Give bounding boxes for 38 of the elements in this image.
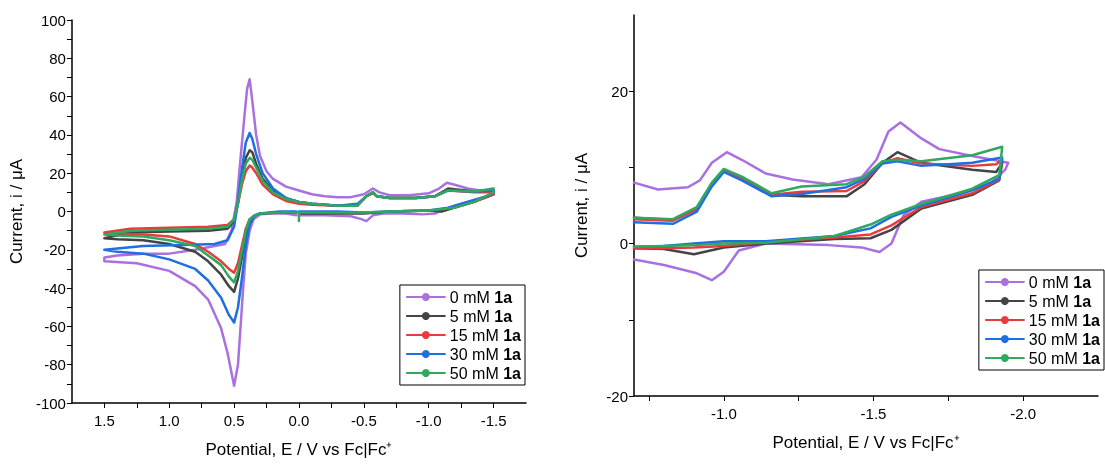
legend-label: 5 mM 1a — [449, 307, 513, 325]
y-tick-label: -20 — [606, 387, 628, 405]
y-tick-label: -40 — [44, 279, 66, 297]
y-tick-label: -20 — [44, 241, 66, 259]
legend-label: 50 mM 1a — [1028, 349, 1101, 367]
x-tick-label: -1.5 — [480, 412, 507, 429]
x-tick-label: 1.5 — [93, 412, 115, 429]
x-tick-label: -1.0 — [710, 405, 737, 422]
legend-label: 5 mM 1a — [1028, 292, 1092, 310]
y-tick-label: -80 — [44, 356, 66, 374]
legend-label: 30 mM 1a — [1028, 330, 1101, 348]
x-tick-label: -1.0 — [415, 412, 442, 429]
legend-label: 15 mM 1a — [449, 326, 522, 344]
y-tick-label: 0 — [57, 203, 66, 220]
x-tick-label: -2.0 — [1010, 405, 1037, 422]
legend-label: 15 mM 1a — [1028, 311, 1101, 329]
y-tick-label: 0 — [619, 235, 628, 253]
x-tick-label: 0.0 — [288, 412, 310, 429]
x-tick-label: 0.5 — [223, 412, 245, 429]
y-tick-label: 20 — [49, 164, 66, 182]
y-tick-label: -100 — [35, 394, 66, 412]
legend-label: 30 mM 1a — [449, 345, 522, 363]
x-tick-label: -1.5 — [860, 405, 887, 422]
x-tick-label: 1.0 — [158, 412, 180, 429]
legend-label: 50 mM 1a — [449, 364, 522, 382]
legend-label: 0 mM 1a — [449, 288, 513, 306]
x-axis-title: Potential, E / V vs Fc|Fc⁺ — [205, 440, 393, 459]
y-tick-label: -60 — [44, 317, 66, 335]
x-axis-title: Potential, E / V vs Fc|Fc⁺ — [772, 433, 960, 452]
y-tick-label: 60 — [49, 88, 66, 106]
y-tick-label: 80 — [49, 49, 66, 67]
y-tick-label: 40 — [49, 126, 66, 144]
y-tick-label: 20 — [611, 82, 628, 100]
x-tick-label: -0.5 — [350, 412, 377, 429]
legend-label: 0 mM 1a — [1028, 273, 1092, 291]
y-tick-label: 100 — [40, 11, 66, 29]
y-axis-title: Current, i / μA — [572, 152, 591, 259]
y-axis-title: Current, i / μA — [7, 158, 26, 265]
